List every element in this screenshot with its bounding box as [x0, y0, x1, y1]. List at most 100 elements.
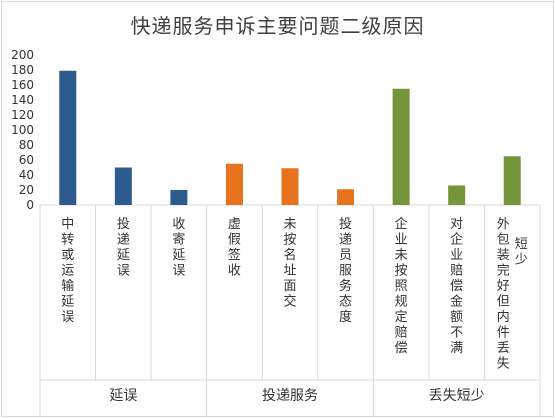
- category-label-char: 失: [497, 357, 510, 372]
- category-label-char: 递: [117, 233, 130, 248]
- category-label-char: 投: [117, 216, 130, 232]
- group-label: 丢失短少: [429, 388, 485, 404]
- category-label-char: 业: [450, 248, 463, 263]
- y-tick-label: 40: [19, 168, 34, 182]
- y-tick-label: 20: [19, 183, 34, 197]
- category-label-char: 假: [228, 233, 241, 248]
- y-tick-label: 60: [19, 153, 34, 167]
- category-label-char: 转: [61, 233, 74, 248]
- category-label-char: 业: [395, 233, 408, 248]
- category-label-char: 态: [339, 295, 352, 310]
- category-label-char: 或: [61, 248, 74, 263]
- category-label-char: 对: [450, 217, 463, 232]
- category-label-char: 寄: [172, 232, 185, 248]
- category-label-char: 务: [339, 278, 352, 294]
- category-label-char: 件: [497, 326, 510, 341]
- category-label-char: 递: [339, 233, 352, 248]
- bar: [448, 185, 466, 205]
- bar: [503, 156, 521, 205]
- category-label-char: 外: [497, 217, 510, 232]
- category-label-char: 服: [339, 264, 352, 279]
- bar: [225, 163, 243, 205]
- y-tick-label: 120: [11, 108, 34, 122]
- category-label-char: 满: [450, 341, 463, 356]
- y-tick-label: 200: [11, 48, 34, 62]
- y-tick-label: 80: [19, 138, 34, 152]
- category-label-char: 按: [395, 264, 408, 279]
- category-label-char: 按: [283, 233, 296, 248]
- category-label-char: 签: [228, 247, 241, 263]
- group-label: 延误: [109, 388, 137, 404]
- category-label-char: 规: [395, 295, 408, 310]
- y-tick-label: 140: [11, 93, 34, 107]
- category-label-char: 金: [450, 294, 463, 310]
- bar: [114, 167, 132, 205]
- category-label-char: 交: [283, 294, 296, 310]
- bar: [337, 189, 355, 205]
- chart-bars: [59, 70, 521, 205]
- category-label-char: 输: [61, 278, 74, 294]
- category-label-char: 丢: [497, 341, 510, 356]
- category-label-char: 误: [172, 264, 185, 279]
- category-label-char: 少: [515, 253, 528, 268]
- category-label-char: 延: [61, 295, 74, 310]
- category-label-char: 企: [450, 232, 463, 248]
- category-label-char: 面: [283, 279, 296, 294]
- category-label-char: 中: [61, 217, 74, 232]
- category-label-char: 偿: [450, 279, 463, 294]
- category-label-char: 好: [497, 279, 510, 294]
- category-label-char: 收: [228, 264, 241, 279]
- category-label-char: 但: [497, 295, 510, 310]
- category-label-char: 员: [339, 248, 352, 263]
- category-label-char: 包: [497, 233, 510, 248]
- bar: [170, 190, 188, 205]
- y-tick-label: 100: [11, 123, 34, 137]
- category-label-char: 延: [117, 248, 130, 263]
- category-label-char: 运: [61, 264, 74, 279]
- category-label-char: 名: [283, 247, 296, 263]
- category-label-char: 未: [395, 248, 408, 263]
- chart-title: 快递服务申诉主要问题二级原因: [130, 14, 425, 38]
- category-label-char: 收: [172, 217, 185, 232]
- bar: [59, 70, 77, 205]
- category-label-char: 未: [283, 217, 296, 232]
- category-label-char: 装: [497, 248, 510, 263]
- category-label-char: 度: [339, 309, 352, 325]
- category-label-char: 定: [395, 310, 408, 325]
- category-label-char: 额: [450, 310, 463, 325]
- category-label-char: 不: [450, 326, 463, 341]
- category-label-char: 赔: [450, 264, 463, 279]
- y-tick-label: 180: [11, 63, 34, 77]
- category-label-char: 企: [395, 216, 408, 232]
- y-tick-label: 0: [26, 198, 34, 212]
- category-label-char: 延: [172, 248, 185, 263]
- category-label-char: 虚: [228, 217, 241, 232]
- category-label-char: 短: [515, 237, 528, 252]
- category-label-char: 址: [283, 264, 296, 279]
- category-label-char: 赔: [395, 326, 408, 341]
- category-label-char: 误: [61, 310, 74, 325]
- category-label-char: 照: [395, 279, 408, 294]
- category-label-char: 误: [117, 264, 130, 279]
- category-label-char: 内: [497, 309, 510, 325]
- y-tick-label: 160: [11, 78, 34, 92]
- group-label: 投递服务: [262, 388, 318, 404]
- category-label-char: 偿: [395, 341, 408, 356]
- category-label-char: 投: [339, 216, 352, 232]
- category-label-char: 完: [497, 264, 510, 279]
- bar: [281, 168, 299, 205]
- bar: [392, 88, 410, 205]
